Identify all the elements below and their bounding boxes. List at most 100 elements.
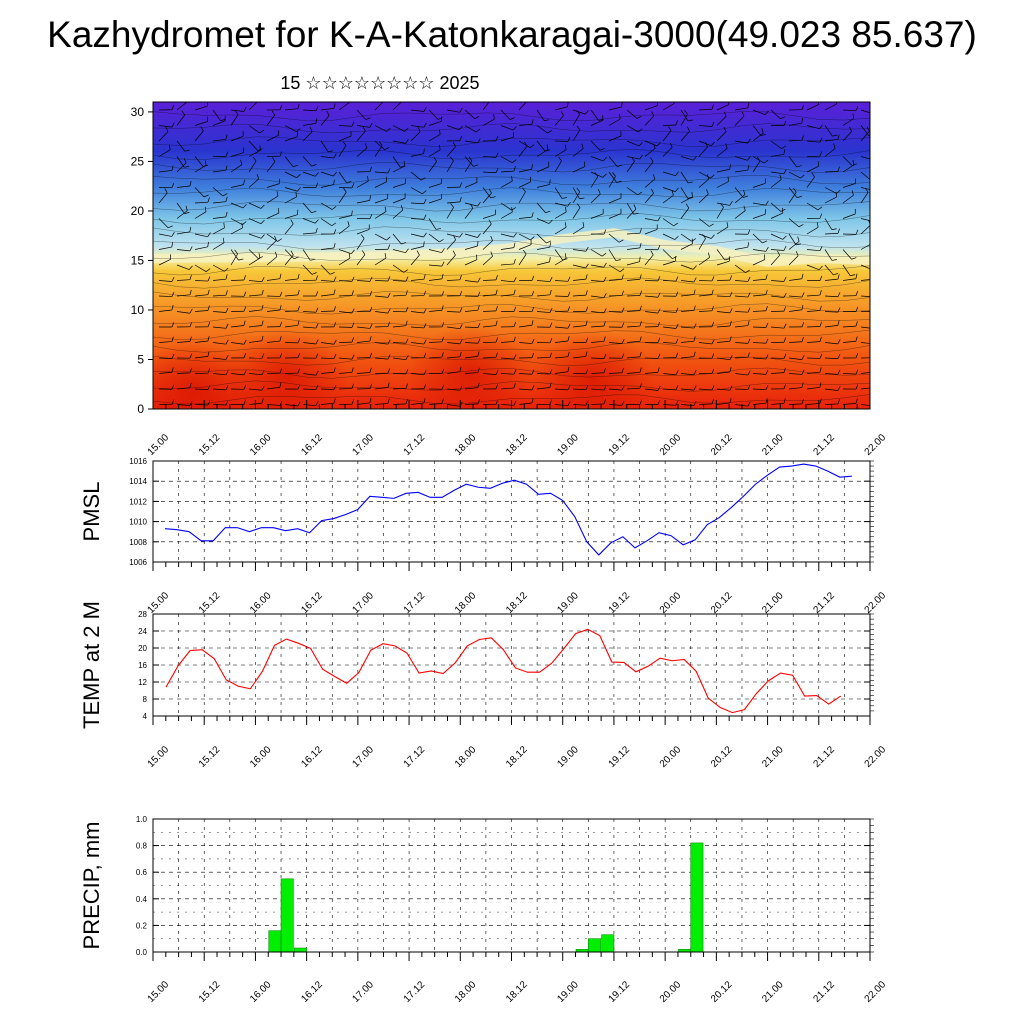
wind-barb: [284, 125, 297, 133]
wind-barb-flag: [874, 324, 876, 328]
wind-barb-flag: [488, 95, 491, 99]
wind-barb-flag: [833, 143, 836, 149]
x-tick-label: 18.00: [453, 590, 479, 616]
wind-barb-flag: [819, 137, 823, 143]
wind-barb: [752, 156, 765, 164]
wind-barb-flag: [603, 308, 607, 314]
wind-barb: [338, 102, 350, 111]
wind-barb: [680, 373, 694, 376]
wind-barb: [716, 226, 729, 235]
x-tick-label: 16.12: [299, 979, 325, 1005]
wind-barb: [824, 325, 838, 328]
wind-barb: [824, 125, 833, 137]
wind-barb-flag: [439, 239, 444, 243]
wind-barb-flag: [452, 142, 456, 147]
wind-barb: [158, 259, 171, 266]
wind-barb: [644, 115, 655, 126]
wind-barb-flag: [567, 351, 570, 357]
wind-barb-flag: [459, 107, 463, 113]
wind-barb-flag: [225, 151, 229, 157]
wind-barb: [518, 253, 527, 266]
wind-barb-flag: [711, 353, 715, 359]
wind-barb: [644, 161, 654, 173]
wind-barb: [860, 295, 870, 297]
wind-barb: [176, 387, 190, 390]
wind-barb-flag: [405, 355, 409, 360]
wind-barb: [860, 404, 870, 406]
wind-barb-flag: [259, 129, 264, 134]
wind-barb: [806, 202, 819, 211]
contour-line: [153, 265, 870, 276]
wind-barb: [698, 193, 709, 204]
wind-barb: [806, 403, 820, 405]
wind-barb: [176, 162, 187, 173]
wind-barb: [338, 280, 352, 282]
wind-barb-flag: [225, 385, 229, 391]
wind-barb: [194, 164, 207, 173]
wind-barb: [536, 140, 546, 152]
wind-barb: [410, 278, 424, 281]
wind-barb-flag: [351, 354, 355, 360]
wind-barb-flag: [207, 368, 211, 374]
wind-barb-flag: [333, 306, 336, 312]
wind-barb-flag: [311, 164, 317, 167]
wind-barb-flag: [729, 385, 733, 391]
wind-barb-flag: [423, 398, 426, 404]
wind-barb: [320, 184, 334, 188]
wind-barb-flag: [631, 157, 635, 162]
x-tick-label: 20.12: [709, 979, 735, 1005]
wind-barb: [734, 107, 748, 111]
wind-barb-flag: [495, 352, 498, 358]
wind-barb: [482, 223, 492, 235]
wind-barb-flag: [495, 370, 499, 375]
wind-barb: [320, 294, 334, 297]
wind-barb-flag: [332, 206, 337, 210]
contour-line: [153, 380, 870, 392]
wind-barb-flag: [850, 274, 856, 277]
wind-barb: [392, 342, 406, 344]
wind-barb: [536, 280, 550, 282]
wind-barb-flag: [169, 144, 171, 150]
wind-barb-flag: [171, 165, 174, 171]
wind-barb-flag: [564, 144, 567, 150]
wind-barb: [338, 294, 352, 297]
wind-barb: [482, 294, 496, 297]
wind-barb: [644, 311, 658, 314]
wind-barb-flag: [779, 174, 782, 180]
wind-barb: [824, 295, 838, 298]
wind-barb-flag: [189, 336, 192, 342]
wind-barb: [500, 180, 513, 188]
wind-barb-flag: [801, 135, 804, 141]
wind-barb-flag: [693, 385, 697, 391]
wind-barb-flag: [549, 307, 553, 313]
wind-barb: [554, 326, 568, 329]
wind-barb: [464, 156, 474, 167]
wind-barb: [212, 187, 224, 197]
wind-barb: [680, 196, 693, 204]
wind-barb-flag: [756, 156, 761, 162]
wind-barb: [860, 171, 870, 180]
wind-barb: [698, 388, 712, 391]
wind-barb-flag: [747, 292, 751, 298]
wind-barb-flag: [459, 351, 462, 357]
wind-barb: [734, 194, 746, 204]
wind-barb: [608, 404, 622, 406]
wind-barb-flag: [315, 384, 319, 390]
wind-barb-flag: [837, 228, 840, 234]
wind-barb: [626, 310, 640, 312]
wind-barb-flag: [747, 370, 751, 376]
contour-line: [153, 355, 870, 366]
wind-barb-flag: [333, 243, 336, 249]
wind-barb: [302, 109, 316, 112]
wind-barb-flag: [405, 138, 409, 144]
wind-barb-flag: [743, 189, 746, 195]
wind-barb: [572, 226, 585, 235]
wind-barb: [860, 156, 870, 160]
y-tick-label: 1010: [129, 518, 147, 527]
wind-barb-flag: [351, 290, 354, 296]
wind-barb-flag: [831, 259, 837, 261]
wind-barb: [842, 183, 856, 188]
wind-barb: [446, 254, 456, 266]
wind-barb: [356, 402, 370, 405]
wind-barb: [320, 280, 334, 282]
